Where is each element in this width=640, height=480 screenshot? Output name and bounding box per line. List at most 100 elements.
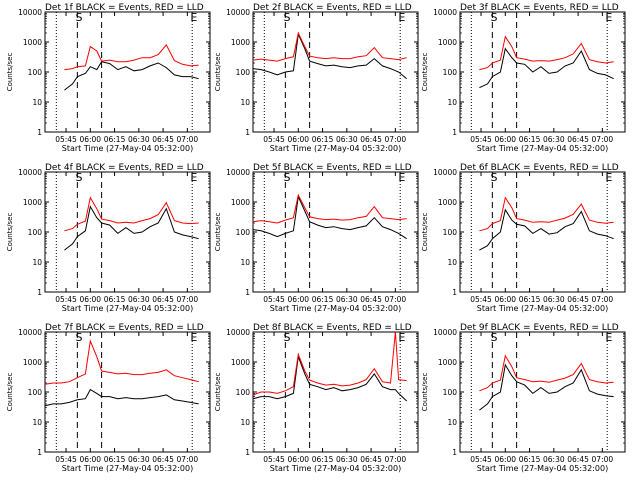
- x-tick-label: 06:45: [567, 295, 589, 304]
- interval-marker-S: S: [283, 11, 290, 24]
- y-tick-label: 100: [28, 228, 43, 237]
- y-axis-label: Counts/sec: [214, 213, 222, 252]
- y-tick-label: 1: [245, 448, 250, 457]
- x-axis-label: Start Time (27-May-04 05:32:00): [62, 304, 193, 313]
- x-tick-label: 05:45: [470, 455, 492, 464]
- y-tick-label: 1: [37, 128, 42, 137]
- panel-title: Det 3f BLACK = Events, RED = LLD: [460, 3, 619, 13]
- y-tick-label: 100: [236, 388, 251, 397]
- x-axis-label: Start Time (27-May-04 05:32:00): [270, 144, 401, 153]
- x-tick-label: 06:30: [543, 295, 565, 304]
- interval-marker-E: E: [605, 331, 612, 344]
- y-tick-label: 10000: [18, 328, 42, 337]
- series-line-lld: [64, 44, 199, 71]
- y-tick-label: 10: [240, 98, 250, 107]
- x-tick-label: 07:00: [385, 295, 407, 304]
- x-tick-label: 05:45: [55, 455, 77, 464]
- x-axis-label: Start Time (27-May-04 05:32:00): [62, 144, 193, 153]
- series-line-lld: [479, 354, 614, 392]
- interval-marker-S: S: [75, 11, 82, 24]
- interval-marker-E: E: [190, 11, 197, 24]
- interval-marker-E: E: [605, 171, 612, 184]
- x-tick-label: 06:15: [104, 295, 126, 304]
- y-tick-label: 10000: [18, 8, 42, 17]
- y-tick-label: 1000: [231, 38, 250, 47]
- x-tick-label: 05:45: [55, 295, 77, 304]
- x-tick-label: 06:00: [494, 135, 516, 144]
- plot-frame: [252, 171, 419, 293]
- series-line-events: [252, 356, 408, 402]
- y-tick-label: 1: [452, 288, 457, 297]
- panel-title: Det 5f BLACK = Events, RED = LLD: [253, 163, 412, 173]
- series-line-events: [479, 208, 614, 251]
- x-tick-label: 05:45: [263, 135, 285, 144]
- y-tick-label: 10: [447, 98, 457, 107]
- y-tick-label: 10: [240, 258, 250, 267]
- plot-frame: [44, 331, 211, 453]
- x-tick-label: 06:15: [519, 295, 541, 304]
- interval-marker-S: S: [490, 171, 497, 184]
- x-tick-label: 07:00: [385, 135, 407, 144]
- interval-marker-E: E: [190, 331, 197, 344]
- x-tick-label: 05:45: [470, 295, 492, 304]
- x-tick-label: 07:00: [385, 455, 407, 464]
- series-line-events: [64, 205, 199, 251]
- x-tick-label: 06:00: [287, 295, 309, 304]
- x-tick-label: 07:00: [177, 295, 199, 304]
- series-line-lld: [64, 196, 199, 232]
- x-tick-label: 06:15: [519, 135, 541, 144]
- x-tick-label: 06:00: [287, 135, 309, 144]
- interval-marker-S: S: [75, 331, 82, 344]
- x-tick-label: 06:00: [494, 295, 516, 304]
- y-axis-label: Counts/sec: [6, 213, 14, 252]
- series-line-lld: [44, 339, 199, 385]
- x-tick-label: 06:15: [312, 295, 334, 304]
- interval-marker-E: E: [398, 11, 405, 24]
- panel-title: Det 1f BLACK = Events, RED = LLD: [45, 3, 204, 13]
- x-tick-label: 06:30: [128, 295, 150, 304]
- y-tick-label: 10: [32, 98, 42, 107]
- plot-frame: [44, 171, 211, 293]
- y-tick-label: 1000: [438, 198, 457, 207]
- interval-marker-S: S: [75, 171, 82, 184]
- x-tick-label: 06:45: [360, 135, 382, 144]
- y-tick-label: 1000: [23, 358, 42, 367]
- panel-det-2: Det 2f BLACK = Events, RED = LLD 1 10 100 10…: [214, 3, 419, 153]
- x-tick-label: 06:00: [79, 295, 101, 304]
- x-axis-label: Start Time (27-May-04 05:32:00): [477, 144, 608, 153]
- x-axis-label: Start Time (27-May-04 05:32:00): [270, 304, 401, 313]
- x-axis-label: Start Time (27-May-04 05:32:00): [477, 464, 608, 473]
- series-line-events: [44, 388, 199, 407]
- y-tick-label: 1: [37, 448, 42, 457]
- x-tick-label: 07:00: [177, 455, 199, 464]
- series-line-events: [252, 194, 407, 240]
- panel-det-9: Det 9f BLACK = Events, RED = LLD 1 10 100 10…: [421, 323, 626, 473]
- x-tick-label: 05:45: [55, 135, 77, 144]
- panel-title: Det 8f BLACK = Events, RED = LLD: [253, 323, 412, 333]
- y-tick-label: 10: [447, 418, 457, 427]
- plot-frame: [252, 11, 419, 133]
- x-tick-label: 06:30: [336, 295, 358, 304]
- x-tick-label: 06:45: [152, 135, 174, 144]
- panel-title: Det 2f BLACK = Events, RED = LLD: [253, 3, 412, 13]
- x-tick-label: 06:45: [152, 295, 174, 304]
- plot-frame: [459, 331, 626, 453]
- panel-det-4: Det 4f BLACK = Events, RED = LLD 1 10 100 10…: [6, 163, 211, 313]
- x-tick-label: 06:45: [152, 455, 174, 464]
- x-tick-label: 07:00: [592, 295, 614, 304]
- panel-title: Det 4f BLACK = Events, RED = LLD: [45, 163, 204, 173]
- x-tick-label: 05:45: [263, 455, 285, 464]
- x-axis-label: Start Time (27-May-04 05:32:00): [62, 464, 193, 473]
- y-axis-label: Counts/sec: [421, 213, 429, 252]
- plot-frame: [44, 11, 211, 133]
- y-tick-label: 1000: [231, 198, 250, 207]
- x-tick-label: 06:30: [128, 135, 150, 144]
- y-tick-label: 10000: [226, 8, 250, 17]
- x-tick-label: 06:30: [336, 455, 358, 464]
- series-line-lld: [479, 35, 614, 71]
- series-line-events: [252, 32, 408, 80]
- y-tick-label: 1: [245, 288, 250, 297]
- x-tick-label: 07:00: [592, 455, 614, 464]
- x-tick-label: 06:45: [360, 295, 382, 304]
